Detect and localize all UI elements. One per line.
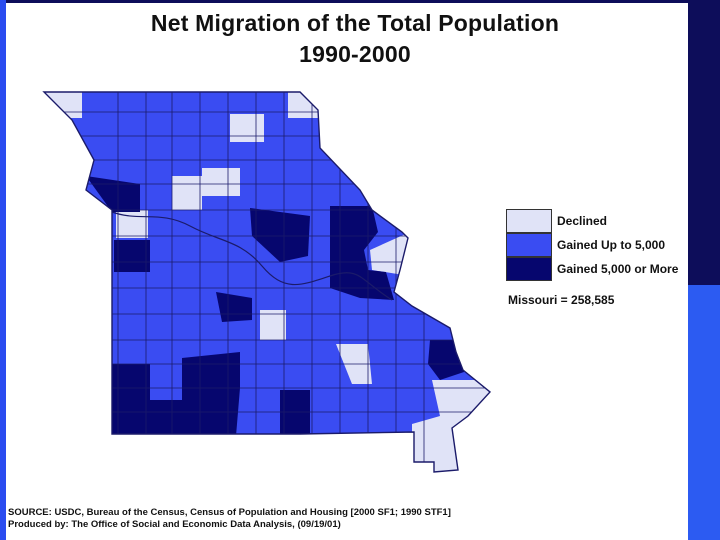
legend-swatch-declined bbox=[506, 209, 552, 233]
county-declined bbox=[202, 168, 240, 196]
county-declined bbox=[172, 176, 202, 210]
county-gained-5000-plus bbox=[114, 240, 150, 272]
legend-label-gained-5000-plus: Gained 5,000 or More bbox=[557, 262, 679, 276]
missouri-river bbox=[111, 211, 393, 301]
source-note: SOURCE: USDC, Bureau of the Census, Cens… bbox=[8, 507, 451, 518]
county-gained-5000-plus bbox=[112, 352, 240, 436]
county-gained-5000-plus bbox=[216, 292, 252, 322]
frame-right-blue bbox=[688, 285, 720, 540]
legend-swatch-gained-5000-plus bbox=[506, 257, 552, 281]
state-total: Missouri = 258,585 bbox=[508, 293, 615, 307]
county-gained-5000-plus bbox=[86, 176, 140, 212]
frame-top bbox=[0, 0, 720, 3]
legend-label-declined: Declined bbox=[557, 214, 608, 228]
county-gained-5000-plus bbox=[280, 390, 310, 436]
county-declined bbox=[370, 232, 410, 276]
map-title: Net Migration of the Total Population bbox=[150, 10, 560, 36]
county-boundaries bbox=[44, 92, 490, 472]
legend-swatch-gained-up-to-5000 bbox=[506, 233, 552, 257]
frame-left bbox=[0, 0, 6, 540]
produced-by-note: Produced by: The Office of Social and Ec… bbox=[8, 519, 341, 530]
county-fill-layer bbox=[44, 92, 490, 472]
county-declined bbox=[230, 114, 264, 142]
county-declined bbox=[260, 310, 286, 340]
legend-label-gained-up-to-5000: Gained Up to 5,000 bbox=[557, 238, 666, 252]
county-gained-5000-plus bbox=[330, 206, 394, 300]
map-subtitle: 1990-2000 bbox=[299, 41, 411, 67]
county-gained-5000-plus bbox=[250, 208, 310, 262]
